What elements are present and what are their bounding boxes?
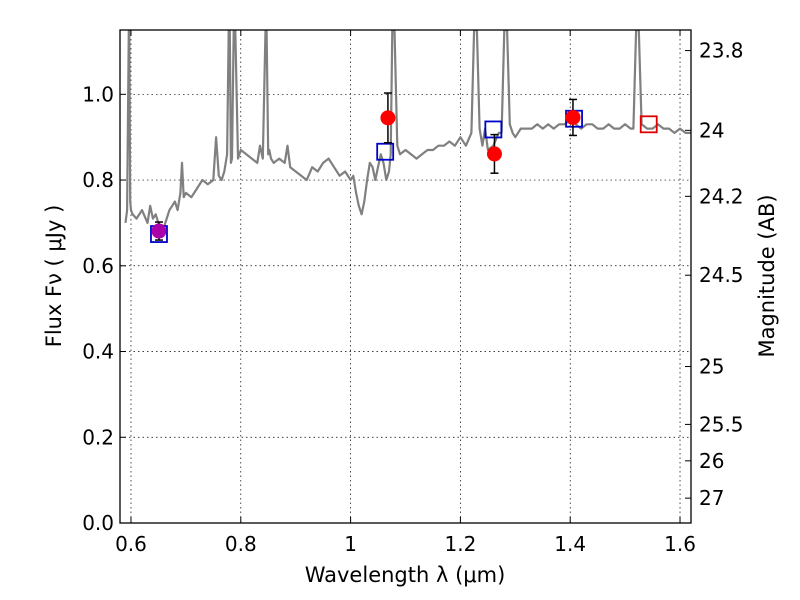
observed-flux-point [565,109,581,125]
y-tick-label: 0.4 [82,340,114,364]
model-photometry-box [376,142,395,161]
y2-tick-label: 24.5 [699,263,744,287]
y-tick-label: 0.8 [82,168,114,192]
x-tick-label: 0.6 [115,532,147,556]
y2-axis-title: Magnitude (AB) [755,194,779,357]
x-tick-label: 1.4 [554,532,586,556]
y-tick-label: 0.2 [82,425,114,449]
y-tick-label: 0.6 [82,254,114,278]
observed-flux-point [151,223,167,239]
y2-tick-label: 26 [699,449,724,473]
y-tick-label: 0.0 [82,511,114,535]
y2-tick-label: 23.8 [699,39,744,63]
y-axis-title: Flux Fν ( μJy ) [42,205,66,348]
x-axis-title: Wavelength λ (μm) [305,563,506,587]
y2-tick-label: 24 [699,118,724,142]
model-photometry-box [484,120,503,139]
observed-flux-point [380,110,396,126]
model-photometry-box [639,115,658,134]
plot-frame [119,29,692,524]
marker-layer [150,92,658,243]
plot-background [120,30,691,523]
y-tick-label: 1.0 [82,82,114,106]
y2-tick-label: 24.2 [699,184,744,208]
observed-flux-point [486,146,502,162]
y2-tick-label: 25 [699,355,724,379]
x-tick-label: 1.2 [444,532,476,556]
y2-tick-label: 27 [699,486,724,510]
x-tick-label: 1 [344,532,357,556]
y2-tick-label: 25.5 [699,412,744,436]
x-tick-label: 1.6 [664,532,696,556]
x-tick-label: 0.8 [225,532,257,556]
ticks: 0.6 0.8 1 1.2 1.4 1.6 0.0 0.2 0.4 0.6 0.8 1.0 23.8 24… [82,30,744,556]
